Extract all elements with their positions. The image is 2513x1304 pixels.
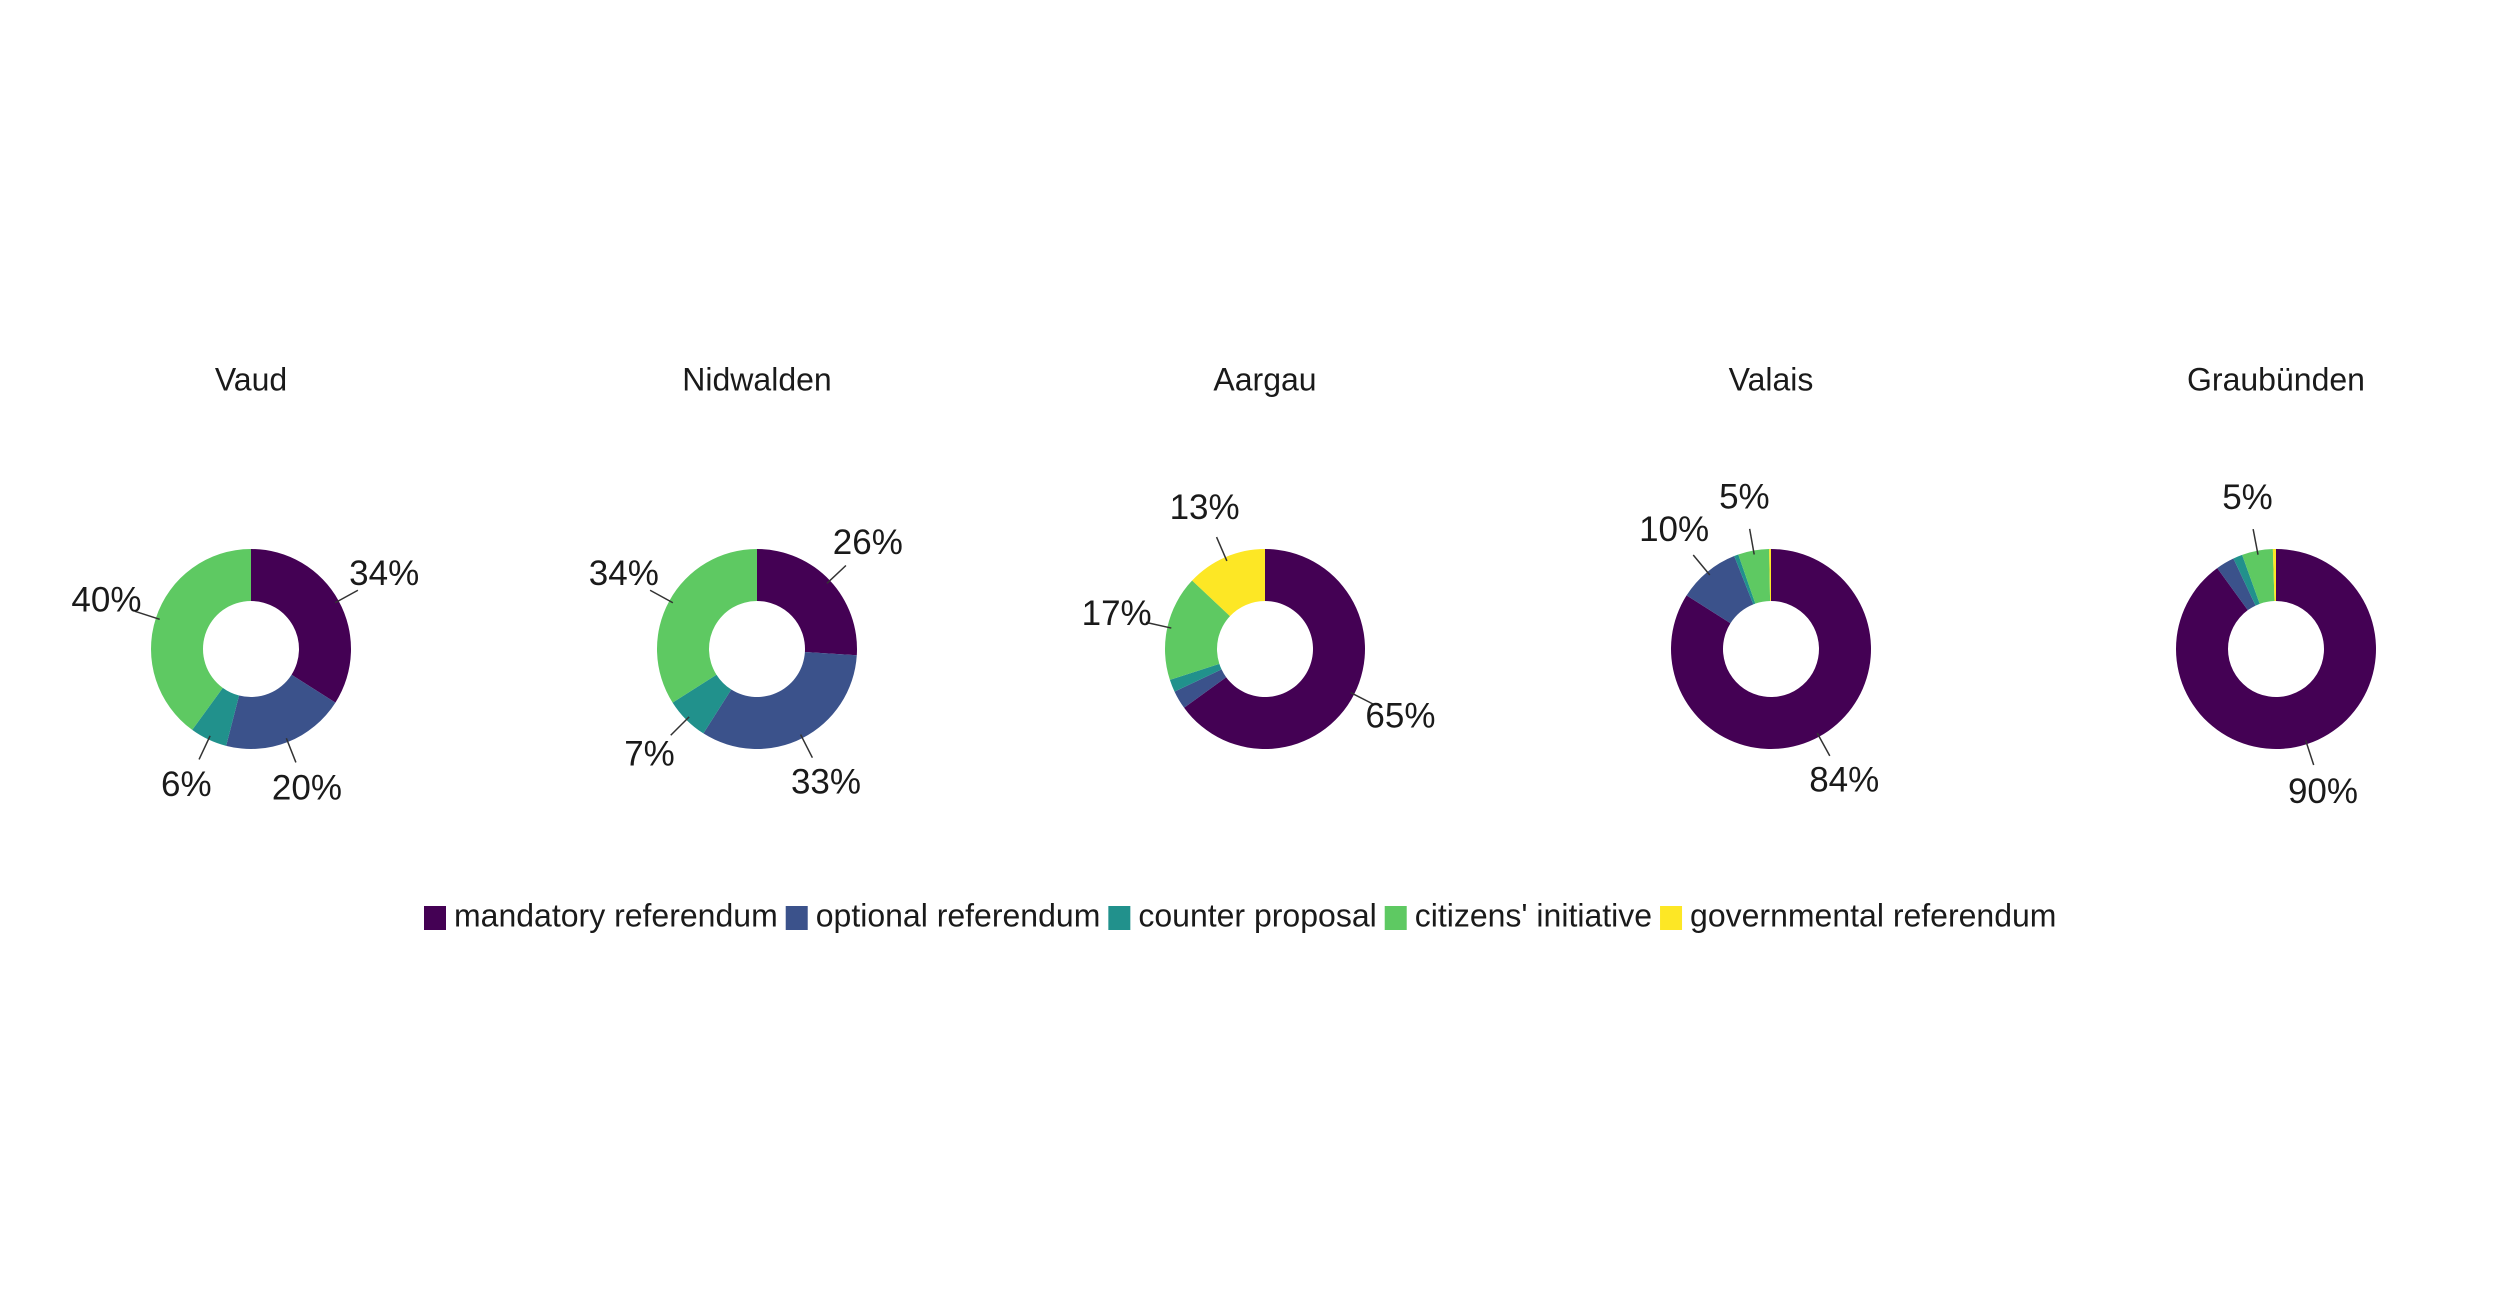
value-label: 34%: [349, 554, 419, 593]
leader-line: [1748, 528, 1755, 555]
value-label: 90%: [2288, 772, 2358, 811]
value-label: 20%: [272, 769, 342, 808]
donut-segment: [1174, 669, 1227, 708]
value-label: 17%: [1082, 594, 1152, 633]
leader-line: [2252, 529, 2259, 555]
donut-segment: [1192, 549, 1265, 617]
donut-segment: [2217, 558, 2256, 611]
value-label: 40%: [71, 580, 141, 619]
legend-swatch: [1108, 906, 1131, 930]
value-label: 65%: [1365, 696, 1435, 735]
legend-label: mandatory referendum: [454, 897, 778, 933]
leader-line: [285, 737, 297, 763]
leader-line: [1692, 554, 1711, 576]
leader-line: [799, 734, 814, 759]
value-label: 13%: [1170, 488, 1240, 527]
value-label: 5%: [2222, 478, 2273, 517]
donut-segment: [1738, 549, 1771, 604]
value-label: 7%: [624, 735, 675, 774]
leader-line: [1816, 732, 1831, 757]
leader-line: [334, 589, 359, 604]
donut-segment: [2233, 554, 2260, 606]
leader-line: [826, 564, 847, 584]
leader-line: [134, 610, 160, 621]
value-label: 10%: [1639, 510, 1709, 549]
legend-swatch: [785, 906, 808, 930]
leader-line: [1350, 691, 1375, 706]
legend-swatch: [424, 906, 446, 930]
chart-title: Vaud: [215, 361, 287, 397]
leader-line: [1145, 621, 1172, 629]
donut-segment: [226, 674, 336, 749]
chart-title: Valais: [1729, 361, 1814, 397]
legend-label: optional referendum: [816, 897, 1101, 933]
legend-swatch: [1660, 906, 1683, 930]
donut-segment: [1169, 663, 1222, 692]
leader-line: [670, 716, 690, 736]
legend-label: counter proposal: [1138, 897, 1376, 933]
chart-title: Aargau: [1213, 361, 1316, 397]
legend-swatch: [1384, 906, 1407, 930]
chart-title: Nidwalden: [682, 361, 831, 397]
leader-line: [198, 735, 211, 760]
donut-segment: [2272, 549, 2276, 602]
donut-segment: [1769, 549, 1771, 602]
donut-segment: [2176, 549, 2376, 749]
donut-segment: [1686, 556, 1754, 624]
value-label: 84%: [1809, 760, 1879, 799]
leader-line: [2304, 740, 2315, 766]
donut-segment: [656, 549, 757, 703]
leader-line: [1215, 536, 1228, 562]
legend-label: governmental referendum: [1690, 897, 2056, 933]
donut-segment: [151, 549, 251, 730]
donut-segment: [1184, 549, 1365, 749]
value-label: 33%: [791, 763, 861, 802]
chart-title: Graubünden: [2187, 361, 2365, 397]
donut-segment: [192, 687, 240, 746]
donut-segment: [1734, 554, 1756, 605]
leader-line: [649, 589, 674, 604]
donut-segment: [757, 549, 857, 656]
donut-segment: [703, 652, 857, 749]
donut-segment: [1165, 580, 1231, 680]
value-label: 26%: [833, 523, 903, 562]
donut-segment: [2242, 549, 2275, 604]
legend-label: citizens' initiative: [1415, 897, 1652, 933]
value-label: 34%: [589, 554, 659, 593]
value-label: 5%: [1719, 478, 1770, 517]
donut-segment: [251, 549, 352, 703]
donut-segment: [1671, 549, 1872, 749]
value-label: 6%: [161, 765, 212, 804]
